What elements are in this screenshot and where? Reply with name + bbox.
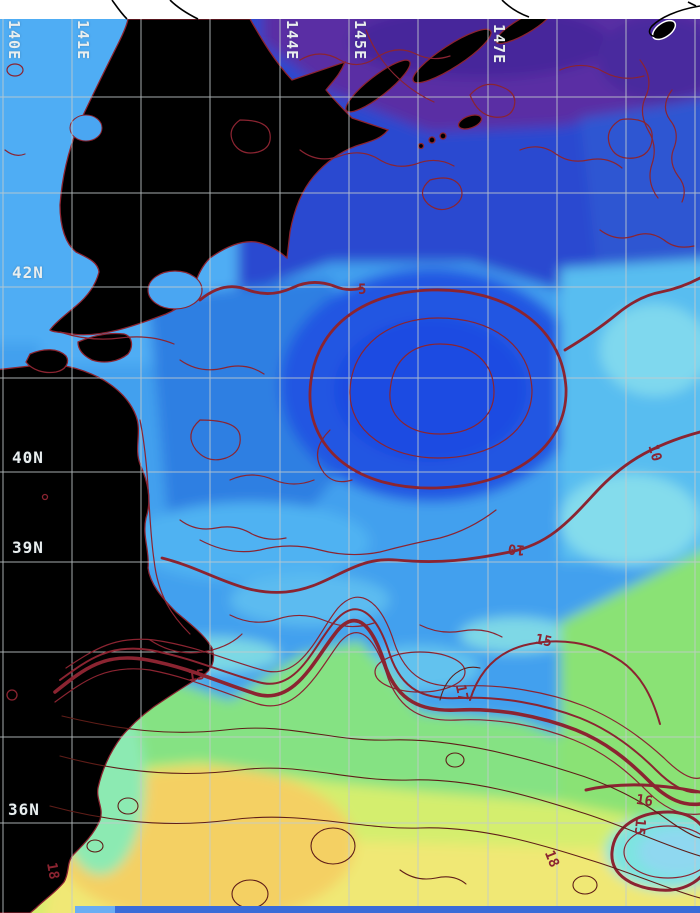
land-islet [6,689,18,701]
coordinate-grid [0,19,700,913]
land-shikotan [457,114,483,130]
no-data-band [0,0,700,38]
land-hokkaido [49,18,390,336]
land-honshu [0,364,215,913]
sst-contours-warm [49,666,700,909]
land-kunashiri [345,59,411,113]
sst-contours [4,29,700,879]
land-masses [0,7,677,913]
bottom-strip [75,906,700,913]
sst-contours-main [53,276,700,892]
land-iturup [412,28,492,84]
